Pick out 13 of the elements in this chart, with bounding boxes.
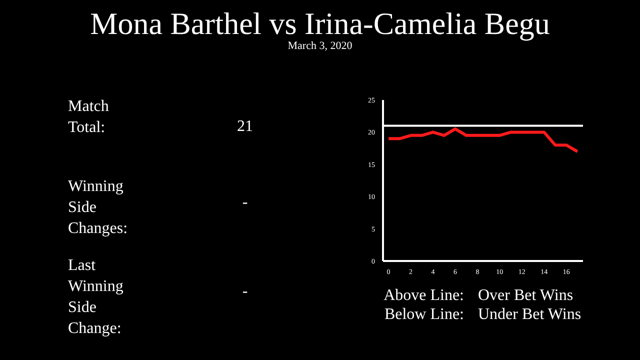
- text: Under Bet Wins: [478, 306, 582, 324]
- text: Above Line:: [382, 287, 464, 305]
- line-series: [387, 127, 579, 154]
- chart-title: Mona Barthel vs Irina-Camelia Begu: [89, 6, 551, 41]
- text: -: [241, 283, 249, 301]
- text: Last Winning Side Change:: [68, 256, 124, 339]
- text: Below Line:: [383, 306, 464, 324]
- text: 21: [236, 118, 254, 136]
- text: -: [241, 194, 249, 212]
- text: Winning Side Changes:: [68, 177, 129, 239]
- text: Over Bet Wins: [478, 287, 574, 305]
- text: Match Total:: [68, 97, 110, 138]
- chart-subtitle: March 3, 2020: [286, 40, 354, 52]
